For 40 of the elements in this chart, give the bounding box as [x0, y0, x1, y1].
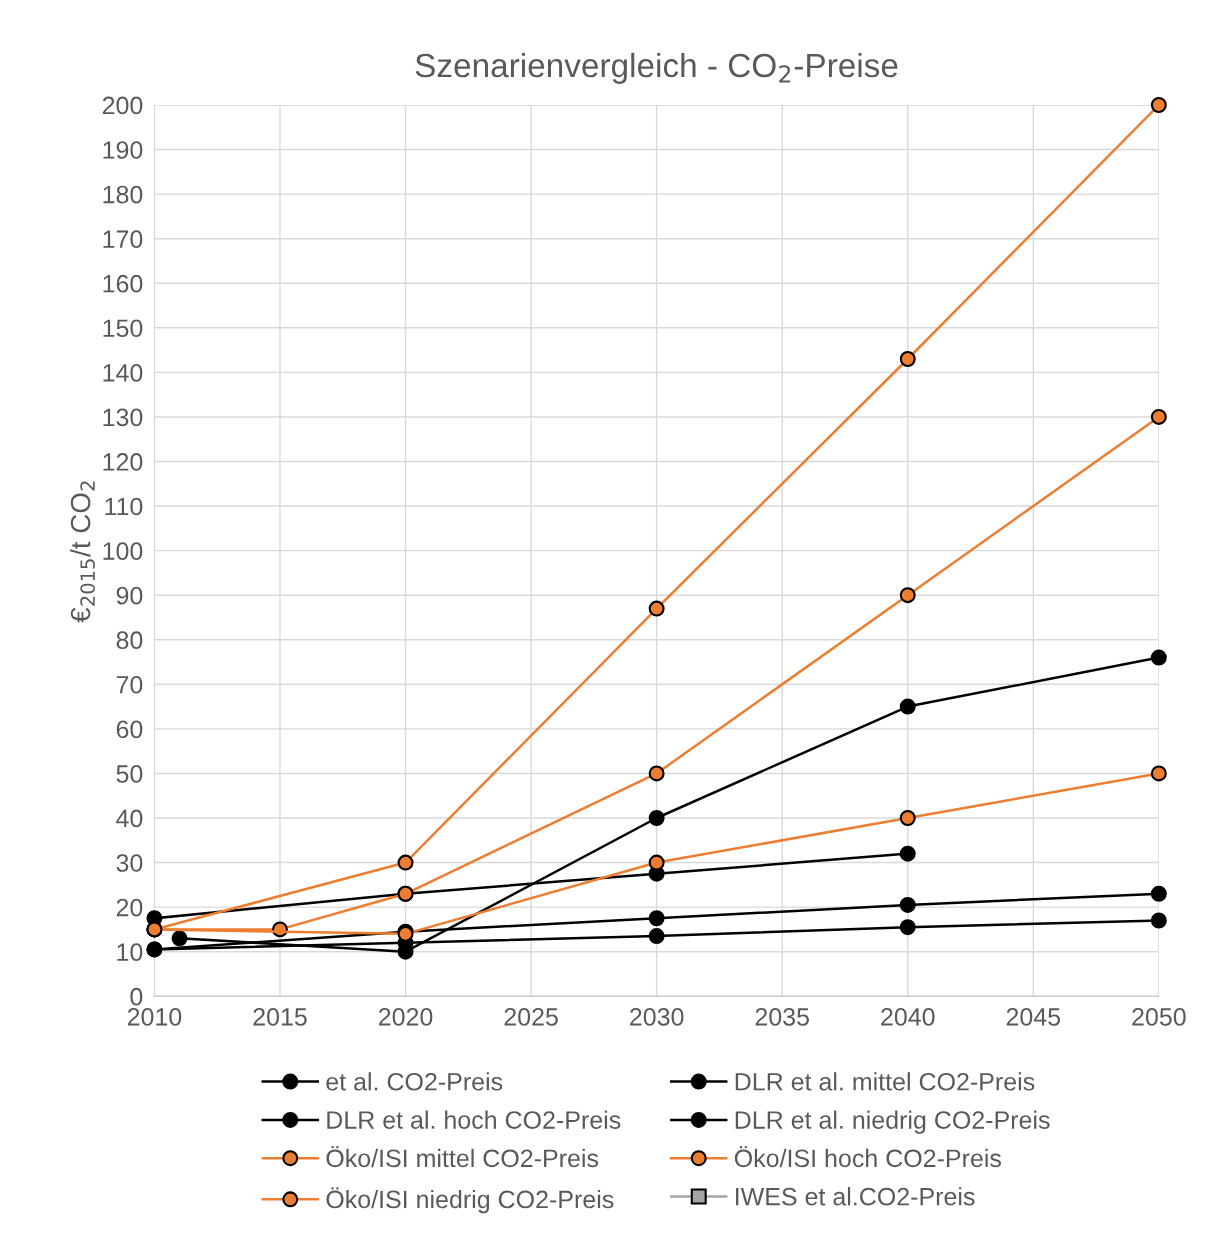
y-tick-label: 30: [116, 854, 143, 872]
y-tick-label: 0: [130, 987, 143, 1006]
x-tick-label: 2035: [755, 1008, 809, 1026]
legend-label: DLR et al. mittel CO2-Preis: [735, 1072, 1035, 1091]
y-tick-label: 50: [116, 765, 143, 783]
x-tick-label: 2030: [630, 1008, 684, 1026]
y-tick-label: 40: [116, 809, 143, 828]
x-tick-label: 2025: [504, 1008, 558, 1026]
y-axis-title: €$_{2015}$/t CO$_{2}$: [70, 481, 95, 623]
y-tick-label: 140: [103, 363, 143, 382]
y-tick-label: 10: [117, 943, 143, 961]
legend-label: Öko/ISI mittel CO2-Preis: [326, 1146, 599, 1168]
legend-label: Öko/ISI niedrig CO2-Preis: [326, 1187, 614, 1214]
y-tick-label: 150: [103, 319, 143, 338]
y-tick-label: 180: [103, 185, 143, 204]
legend-label: Öko/ISI hoch CO2-Preis: [734, 1146, 1001, 1168]
y-tick-label: 200: [102, 96, 143, 115]
y-tick-label: 170: [103, 230, 143, 248]
x-tick-label: 2010: [127, 1008, 182, 1026]
x-tick-label: 2045: [1006, 1008, 1061, 1026]
x-tick-label: 2020: [378, 1008, 433, 1026]
x-tick-label: 2015: [253, 1008, 307, 1026]
y-tick-label: 80: [116, 631, 143, 650]
y-tick-label: 20: [116, 898, 143, 917]
legend-label: IWES et al.CO2-Preis: [736, 1187, 975, 1206]
y-tick-label: 190: [103, 141, 143, 159]
chart-title: Szenarienvergleich - CO$_{2}$-Preise: [415, 52, 898, 84]
legend-label: DLR et al. niedrig CO2-Preis: [735, 1110, 1050, 1134]
legend-label: et al. CO2-Preis: [326, 1072, 503, 1091]
x-tick-label: 2040: [881, 1008, 935, 1026]
y-tick-label: 70: [116, 675, 143, 694]
y-tick-label: 130: [103, 408, 143, 427]
y-tick-label: 60: [116, 720, 143, 739]
y-tick-label: 110: [105, 497, 143, 516]
legend-label: DLR et al. hoch CO2-Preis: [327, 1110, 621, 1129]
x-tick-label: 2050: [1132, 1008, 1186, 1026]
y-tick-label: 160: [103, 274, 143, 293]
y-tick-label: 90: [116, 586, 143, 605]
y-tick-label: 100: [103, 542, 143, 560]
y-tick-label: 120: [103, 453, 143, 471]
